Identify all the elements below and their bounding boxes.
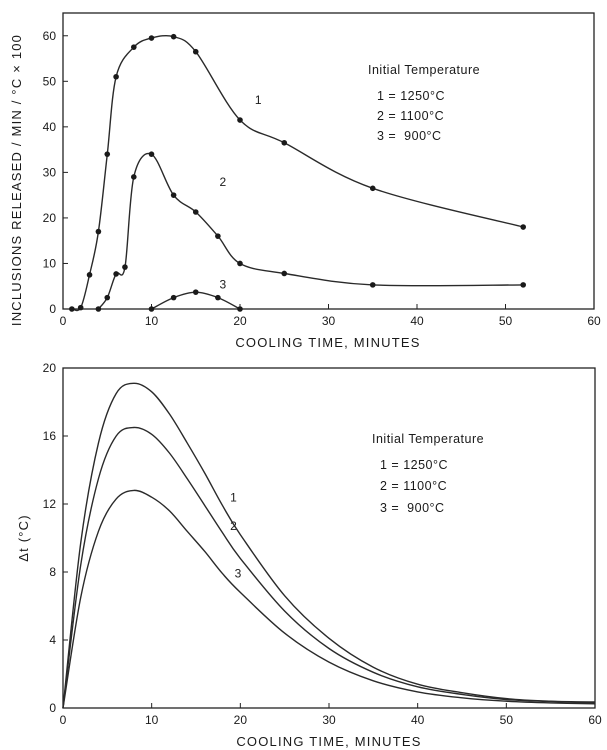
curve-label-2: 2 [230, 519, 237, 533]
chart-inclusions-released: 0 10 20 30 40 50 60 0 10 20 30 40 50 60 1 2 3 Initial … [9, 12, 601, 350]
series-line-1 [62, 382, 596, 709]
legend-entry-2: 2 = 1100°C [377, 109, 444, 123]
x-tick-label: 30 [322, 314, 336, 328]
legend-entry-1: 1 = 1250°C [377, 89, 445, 103]
x-tick-label: 10 [145, 314, 159, 328]
legend-entry-1: 1 = 1250°C [380, 458, 448, 472]
x-tick-label: 30 [322, 713, 336, 727]
series-line-2 [62, 426, 596, 709]
y-tick-label: 10 [43, 256, 57, 270]
data-point-2 [131, 174, 137, 180]
x-tick-label: 50 [499, 314, 513, 328]
data-point-1 [237, 117, 243, 123]
data-point-1 [520, 224, 526, 230]
data-point-1 [69, 306, 75, 312]
data-point-1 [170, 33, 177, 40]
x-tick-label: 60 [588, 713, 602, 727]
data-point-3 [170, 294, 177, 301]
x-axis-title: COOLING TIME, MINUTES [236, 734, 421, 749]
data-point-2 [104, 294, 111, 301]
y-tick-label: 20 [43, 361, 57, 375]
legend-entry-2: 2 = 1100°C [380, 479, 447, 493]
legend: Initial Temperature 1 = 1250°C 2 = 1100°… [372, 432, 484, 515]
y-axis-title: INCLUSIONS RELEASED / MIN / °C × 100 [9, 34, 24, 326]
series-line-3 [62, 489, 596, 709]
y-tick-label: 0 [49, 701, 56, 715]
curve-label-2: 2 [219, 175, 226, 189]
y-tick-label: 16 [43, 429, 57, 443]
data-point-1 [192, 48, 199, 55]
y-axis-title: Δt (°C) [16, 514, 31, 562]
x-tick-label: 40 [411, 713, 425, 727]
data-point-1 [77, 304, 84, 311]
curve-label-3: 3 [219, 278, 226, 292]
data-point-1 [369, 185, 376, 192]
data-point-2 [113, 271, 119, 277]
data-point-2 [369, 282, 376, 288]
data-point-2 [170, 192, 177, 198]
y-tick-label: 30 [43, 165, 57, 179]
legend-entry-3: 3 = 900°C [380, 501, 445, 515]
data-point-3 [148, 306, 155, 312]
data-point-1 [131, 44, 137, 50]
x-tick-label: 10 [145, 713, 159, 727]
y-tick-label: 50 [43, 74, 57, 88]
data-point-1 [113, 73, 119, 80]
data-point-1 [104, 151, 111, 157]
y-tick-label: 40 [43, 120, 57, 134]
y-tick-label: 8 [49, 565, 56, 579]
data-point-2 [520, 282, 526, 288]
data-point-2 [237, 260, 243, 267]
y-tick-label: 4 [49, 633, 56, 647]
x-tick-label: 50 [500, 713, 514, 727]
data-point-2 [215, 233, 221, 239]
x-tick-label: 0 [60, 713, 67, 727]
legend-title: Initial Temperature [372, 432, 484, 446]
data-point-1 [86, 272, 93, 278]
plot-frame [62, 367, 596, 709]
data-point-2 [281, 270, 288, 277]
series-line-2 [97, 152, 524, 310]
data-point-2 [122, 264, 128, 270]
data-point-2 [192, 209, 199, 215]
curve-label-3: 3 [235, 567, 242, 581]
y-tick-label: 0 [49, 302, 56, 316]
legend: Initial Temperature 1 = 1250°C 2 = 1100°… [368, 63, 480, 143]
legend-title: Initial Temperature [368, 63, 480, 77]
data-point-3 [215, 294, 221, 301]
curve-label-1: 1 [255, 93, 262, 107]
x-axis-title: COOLING TIME, MINUTES [235, 335, 420, 350]
data-point-3 [237, 306, 243, 312]
x-tick-label: 20 [233, 314, 247, 328]
x-tick-label: 60 [587, 314, 601, 328]
plot-frame [62, 12, 595, 310]
x-tick-label: 20 [234, 713, 248, 727]
data-point-1 [148, 35, 155, 41]
data-point-1 [281, 139, 288, 146]
data-point-2 [95, 306, 102, 312]
y-tick-label: 60 [43, 29, 57, 43]
y-tick-label: 12 [43, 497, 57, 511]
y-tick-label: 20 [43, 211, 57, 225]
legend-entry-3: 3 = 900°C [377, 129, 442, 143]
data-point-2 [148, 151, 155, 157]
data-point-3 [192, 289, 199, 295]
data-point-1 [95, 228, 102, 235]
x-tick-label: 40 [410, 314, 424, 328]
curve-label-1: 1 [230, 491, 237, 505]
x-tick-label: 0 [60, 314, 67, 328]
